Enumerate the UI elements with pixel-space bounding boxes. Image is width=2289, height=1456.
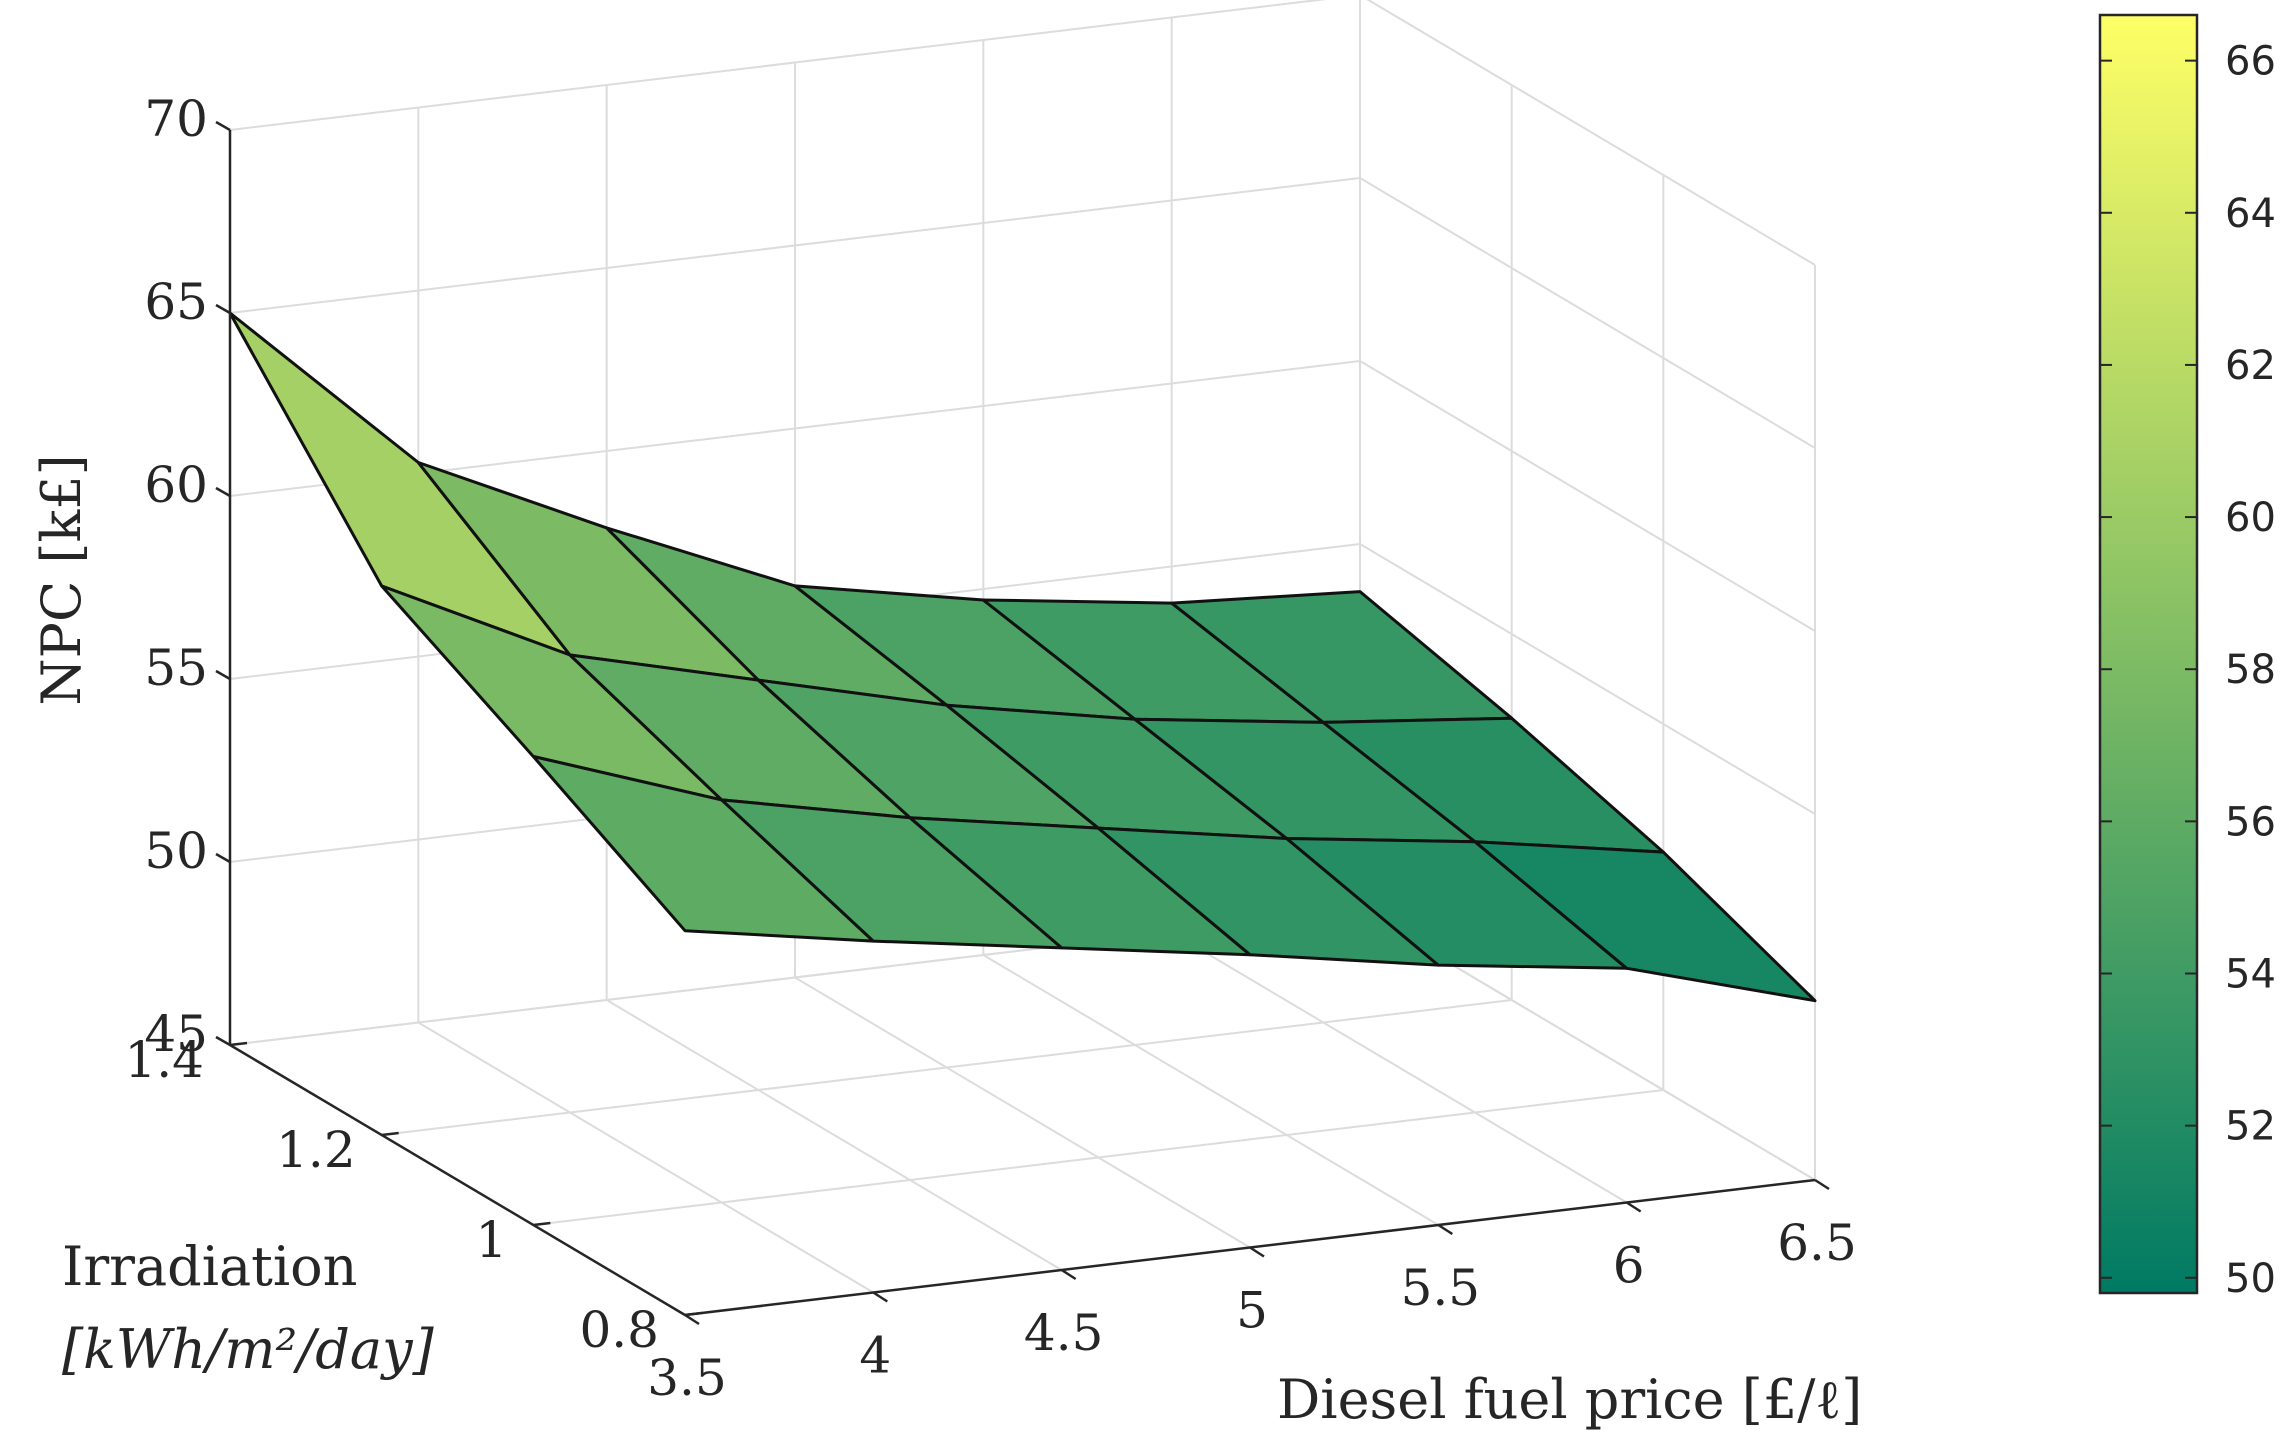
y-tick-label: 1.4 [124,1031,204,1089]
colorbar: 50 52 54 56 58 60 62 64 66 [2098,13,2276,1302]
side-wall-grid-line [1359,360,1816,632]
y-axis-title-line2: [kWh/m²/day] [62,1318,435,1381]
colorbar-tick-label: 58 [2225,647,2276,693]
x-tick-label: 4 [859,1327,891,1385]
z-tick-label: 50 [144,822,208,880]
z-tick-label: 70 [144,90,208,148]
colorbar-tick-label: 52 [2225,1104,2276,1150]
z-tick-label: 65 [144,273,208,331]
x-tick [684,1313,700,1326]
colorbar-tick-label: 60 [2225,495,2276,541]
floor-grid-line [1171,931,1628,1204]
x-tick [1437,1223,1454,1236]
side-wall-grid-line [1366,0,1816,266]
colorbar-tick-label: 50 [2225,1256,2276,1302]
side-wall-grid-line [1359,177,1816,449]
x-tick-label: 6 [1613,1237,1645,1295]
y-tick [684,1311,703,1317]
z-axis-title: NPC [k£] [30,454,93,705]
y-tick [229,1041,248,1047]
x-tick [872,1291,889,1303]
axis-labels: NPC [k£] Irradiation [kWh/m²/day] Diesel… [30,454,1862,1431]
floor-grid-line [794,976,1251,1249]
y-tick-label: 0.8 [579,1301,659,1359]
colorbar-tick-label: 64 [2225,191,2276,237]
colorbar-tick-label: 56 [2225,799,2276,845]
z-tick [215,303,231,315]
z-tick [215,1035,231,1047]
y-axis-line [229,1043,686,1317]
z-tick [215,486,231,498]
x-tick [1060,1268,1077,1281]
x-tick-label: 3.5 [647,1349,727,1407]
x-axis-title: Diesel fuel price [£/ℓ] [1277,1368,1862,1431]
surface-patch [1473,840,1817,1003]
colorbar-tick-label: 66 [2225,39,2276,85]
floor-grid-line [606,999,1063,1271]
y-tick-label: 1.2 [276,1121,356,1179]
surface-mesh [228,311,1817,1003]
z-tick-label: 60 [144,456,208,514]
z-tick [215,669,231,681]
colorbar-bar [2098,13,2199,1295]
colorbar-tick-label: 62 [2225,343,2276,389]
floor-grid-line [381,999,1512,1136]
y-tick [381,1131,399,1137]
x-tick-label: 6.5 [1777,1214,1857,1272]
back-wall-grid-line [229,0,1327,131]
y-tick-label: 1 [476,1211,508,1269]
x-tick [1625,1201,1642,1213]
floor-grid-line [417,1021,874,1294]
back-wall-grid-line [229,177,1361,314]
z-tick [215,120,231,132]
floor-grid-line [533,1089,1664,1226]
x-tick [1249,1246,1265,1258]
x-tick [1814,1178,1830,1191]
z-tick-label: 55 [144,639,208,697]
x-tick-label: 5 [1236,1282,1268,1340]
y-tick [533,1221,551,1227]
z-tick [215,852,231,864]
axes: 3.5 4 4.5 5 5.5 6 6.5 0.8 1 1.2 1.445 50 55 60 65 70 [124,90,1856,1407]
y-axis-title-line1: Irradiation [62,1235,357,1298]
floor-grid-line [982,954,1439,1226]
side-wall-grid-line [1359,543,1816,815]
x-tick-label: 4.5 [1024,1304,1104,1362]
x-tick-label: 5.5 [1401,1259,1481,1317]
z-tick-label: 45 [144,1005,208,1063]
colorbar-tick-label: 54 [2225,952,2276,998]
